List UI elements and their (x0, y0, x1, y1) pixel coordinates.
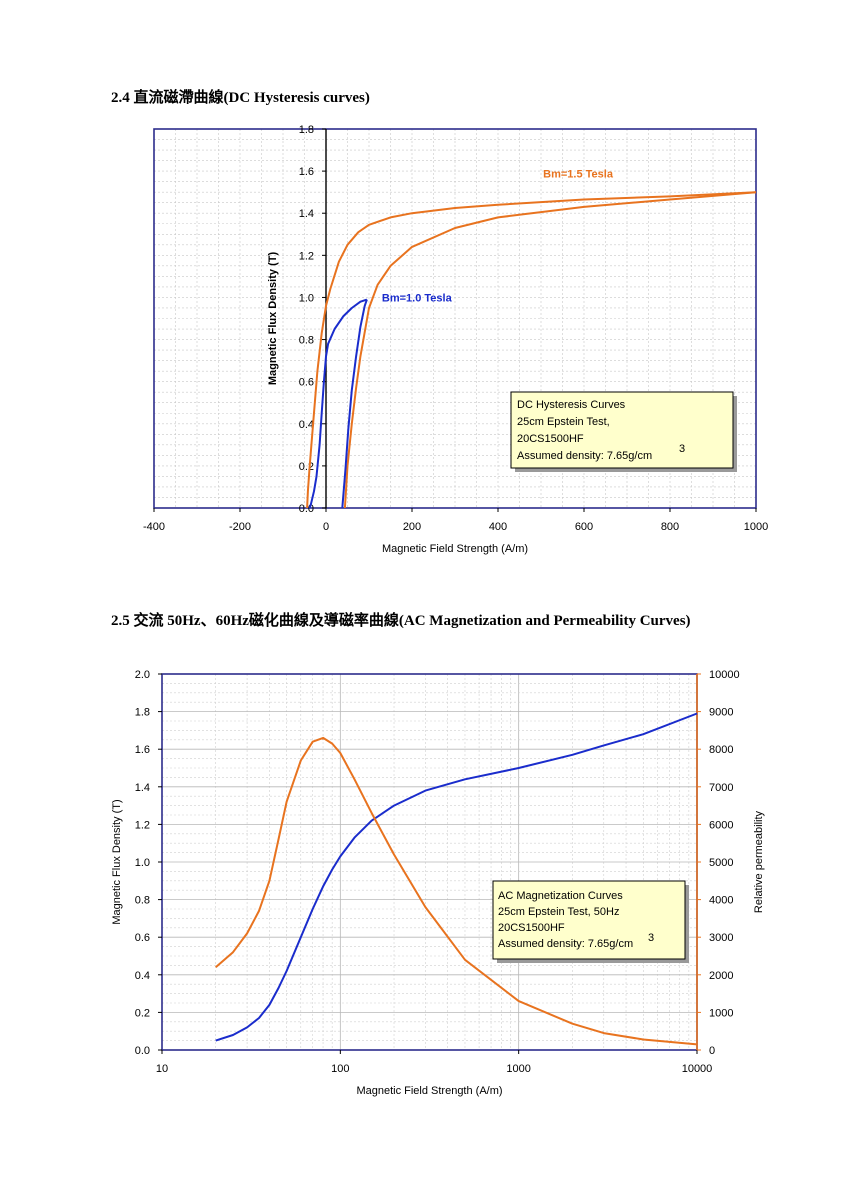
y-right-tick-label: 3000 (709, 932, 733, 944)
y-tick-label: 1.8 (135, 707, 150, 719)
x-tick-label: 0 (323, 521, 329, 533)
annotation-line: DC Hysteresis Curves (517, 399, 626, 411)
annotation-line: Assumed density: 7.65g/cm (517, 450, 652, 462)
y-tick-label: 0.2 (135, 1007, 150, 1019)
y-tick-label: 1.6 (135, 744, 150, 756)
x-axis-label: Magnetic Field Strength (A/m) (382, 543, 528, 555)
y-right-tick-label: 5000 (709, 857, 733, 869)
y-tick-label: 1.4 (135, 782, 150, 794)
x-tick-label: 1000 (744, 521, 768, 533)
x-tick-label: 200 (403, 521, 421, 533)
series-line-flux_density (215, 712, 698, 1042)
y-right-tick-label: 9000 (709, 707, 733, 719)
y-tick-label: 1.4 (299, 208, 314, 220)
y-tick-label: 0.4 (299, 419, 314, 431)
y-tick-label: 0.4 (135, 970, 150, 982)
y-tick-label: 0.0 (135, 1045, 150, 1057)
y-tick-label: 1.8 (299, 124, 314, 136)
annotation-box (510, 391, 734, 469)
x-tick-label: 100 (331, 1063, 349, 1075)
y-tick-label: 1.2 (299, 250, 314, 262)
y-right-tick-label: 7000 (709, 782, 733, 794)
label-bm10: Bm=1.0 Tesla (382, 293, 453, 305)
y-right-axis-label: Relative permeability (753, 810, 765, 913)
y-tick-label: 1.0 (135, 857, 150, 869)
x-tick-label: 1000 (506, 1063, 530, 1075)
annotation-line: AC Magnetization Curves (498, 890, 623, 902)
y-right-tick-label: 6000 (709, 819, 733, 831)
series-line-bm10_upper (308, 298, 368, 509)
annotation-line: 25cm Epstein Test, (517, 416, 610, 428)
annotation-superscript: 3 (679, 443, 685, 455)
x-tick-label: -200 (229, 521, 251, 533)
x-tick-label: 400 (489, 521, 507, 533)
series-line-bm15_lower (343, 191, 757, 509)
y-right-tick-label: 1000 (709, 1007, 733, 1019)
y-tick-label: 2.0 (135, 669, 150, 681)
annotation-line: Assumed density: 7.65g/cm (498, 938, 633, 950)
y-axis-label: Magnetic Flux Density (T) (111, 799, 123, 924)
y-axis-label: Magnetic Flux Density (T) (267, 252, 279, 386)
y-right-tick-label: 10000 (709, 669, 740, 681)
annotation-box (492, 880, 686, 960)
section-heading-dc-hysteresis: 2.4 直流磁滯曲線(DC Hysteresis curves) (111, 90, 370, 106)
y-right-tick-label: 0 (709, 1045, 715, 1057)
series-line-bm15_upper (306, 191, 757, 509)
annotation-line: 20CS1500HF (498, 922, 565, 934)
y-tick-label: 1.0 (299, 292, 314, 304)
y-tick-label: 1.2 (135, 819, 150, 831)
y-right-tick-label: 8000 (709, 744, 733, 756)
annotation-line: 20CS1500HF (517, 433, 584, 445)
annotation-line: 25cm Epstein Test, 50Hz (498, 906, 619, 918)
plot-frame (153, 128, 757, 509)
label-bm15: Bm=1.5 Tesla (543, 168, 614, 180)
y-tick-label: 0.8 (135, 895, 150, 907)
y-tick-label: 1.6 (299, 166, 314, 178)
x-tick-label: 800 (661, 521, 679, 533)
y-tick-label: 0.6 (299, 377, 314, 389)
section-heading-ac-magnetization: 2.5 交流 50Hz、60Hz磁化曲線及導磁率曲線(AC Magnetizat… (111, 613, 691, 629)
x-tick-label: -400 (143, 521, 165, 533)
y-right-tick-label: 4000 (709, 895, 733, 907)
x-tick-label: 600 (575, 521, 593, 533)
annotation-superscript: 3 (648, 932, 654, 944)
x-axis-label: Magnetic Field Strength (A/m) (356, 1085, 502, 1097)
y-tick-label: 0.8 (299, 335, 314, 347)
x-tick-label: 10 (156, 1063, 168, 1075)
x-tick-label: 10000 (682, 1063, 713, 1075)
series-line-relative_permeability (215, 736, 698, 1046)
y-tick-label: 0.6 (135, 932, 150, 944)
series-line-bm10_lower (341, 299, 368, 509)
y-right-tick-label: 2000 (709, 970, 733, 982)
